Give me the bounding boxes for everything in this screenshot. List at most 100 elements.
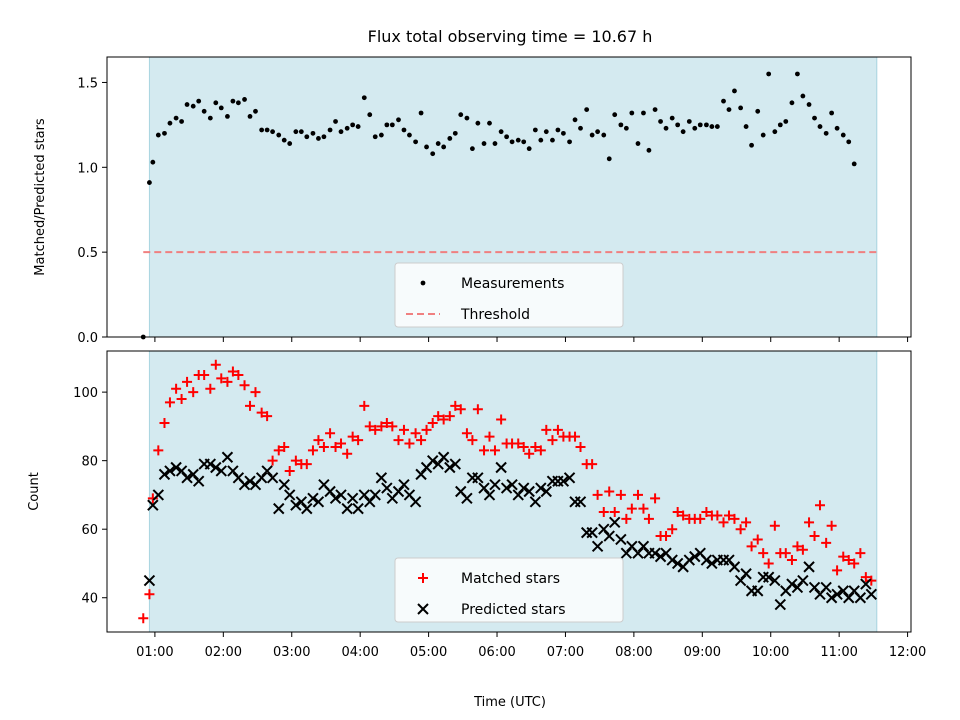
data-point <box>646 147 652 153</box>
data-point <box>367 112 373 118</box>
data-point <box>560 130 566 136</box>
data-point <box>210 461 222 474</box>
data-point <box>347 431 358 442</box>
data-point <box>766 71 772 77</box>
data-point <box>521 139 527 145</box>
data-point <box>587 459 598 470</box>
data-point <box>467 435 478 446</box>
data-point <box>176 393 187 404</box>
data-point <box>860 572 871 583</box>
data-point <box>350 122 356 128</box>
data-point <box>361 95 367 101</box>
data-point <box>763 558 774 569</box>
data-point <box>364 421 375 432</box>
data-point <box>721 98 726 104</box>
data-point <box>860 578 872 590</box>
data-point <box>159 417 170 428</box>
data-point <box>695 513 706 524</box>
data-point <box>658 119 663 124</box>
data-point <box>352 502 364 515</box>
data-point <box>598 507 609 518</box>
axes-frame <box>106 56 912 338</box>
data-point <box>706 557 718 570</box>
data-point <box>552 424 563 435</box>
data-point <box>735 524 746 535</box>
data-point <box>652 107 658 113</box>
data-point <box>424 144 429 150</box>
data-point <box>444 461 456 474</box>
data-point <box>718 517 729 528</box>
data-point <box>387 421 398 432</box>
data-point <box>336 438 347 449</box>
data-point <box>570 431 581 442</box>
data-point <box>774 598 787 611</box>
data-point <box>162 130 167 136</box>
data-point <box>153 445 164 456</box>
top-panel: 0.0 0.5 1.0 1.5 Matched/Predicted stars Measu… <box>33 56 912 346</box>
x-axis-label: Time (UTC) <box>473 695 546 710</box>
data-point <box>762 571 775 583</box>
data-point <box>264 127 270 133</box>
data-point <box>381 417 392 428</box>
legend-label: Matched stars <box>461 571 560 587</box>
data-point <box>666 554 678 566</box>
data-point <box>158 468 171 481</box>
data-point <box>481 141 487 146</box>
data-point <box>409 496 422 508</box>
data-point <box>769 574 781 587</box>
data-point <box>834 125 840 131</box>
data-point <box>760 132 766 138</box>
data-point <box>609 507 620 518</box>
data-point <box>586 526 598 539</box>
data-point <box>321 134 327 140</box>
data-point <box>266 472 279 484</box>
data-point <box>526 146 532 152</box>
data-point <box>190 103 196 109</box>
data-point <box>826 520 837 531</box>
data-point <box>370 424 381 435</box>
data-point <box>780 548 791 559</box>
data-point <box>312 496 325 508</box>
data-point <box>649 547 661 559</box>
data-point <box>500 482 513 494</box>
data-point <box>823 130 829 136</box>
data-point <box>832 565 843 576</box>
data-point <box>290 499 302 511</box>
data-point <box>284 465 295 476</box>
data-point <box>375 472 388 484</box>
data-point <box>464 115 470 121</box>
x-tick-label: 11:00 <box>820 645 857 660</box>
data-point <box>749 142 754 148</box>
data-point <box>495 461 507 474</box>
data-point <box>643 513 654 524</box>
data-point <box>338 129 344 135</box>
data-point <box>329 492 342 505</box>
data-point <box>683 554 696 566</box>
data-point <box>575 441 586 452</box>
data-point <box>381 482 393 494</box>
data-point <box>523 485 535 498</box>
data-point <box>806 102 812 107</box>
data-point <box>538 137 544 143</box>
data-point <box>398 424 409 435</box>
data-point <box>609 516 621 529</box>
data-point <box>398 478 410 491</box>
data-point <box>143 574 156 587</box>
data-point <box>418 110 424 116</box>
data-point <box>318 441 329 452</box>
data-point <box>483 489 496 501</box>
data-point <box>346 492 359 505</box>
data-point <box>623 125 629 131</box>
data-point <box>290 455 301 466</box>
data-point <box>376 421 387 432</box>
data-point <box>550 137 555 143</box>
data-point <box>821 537 832 548</box>
data-point <box>541 424 552 435</box>
data-point <box>253 108 258 114</box>
data-point <box>804 517 815 528</box>
data-point <box>752 534 763 545</box>
y-axis-label: Matched/Predicted stars <box>33 118 48 276</box>
x-tick-label: 01:00 <box>136 645 173 660</box>
data-point <box>530 441 541 452</box>
